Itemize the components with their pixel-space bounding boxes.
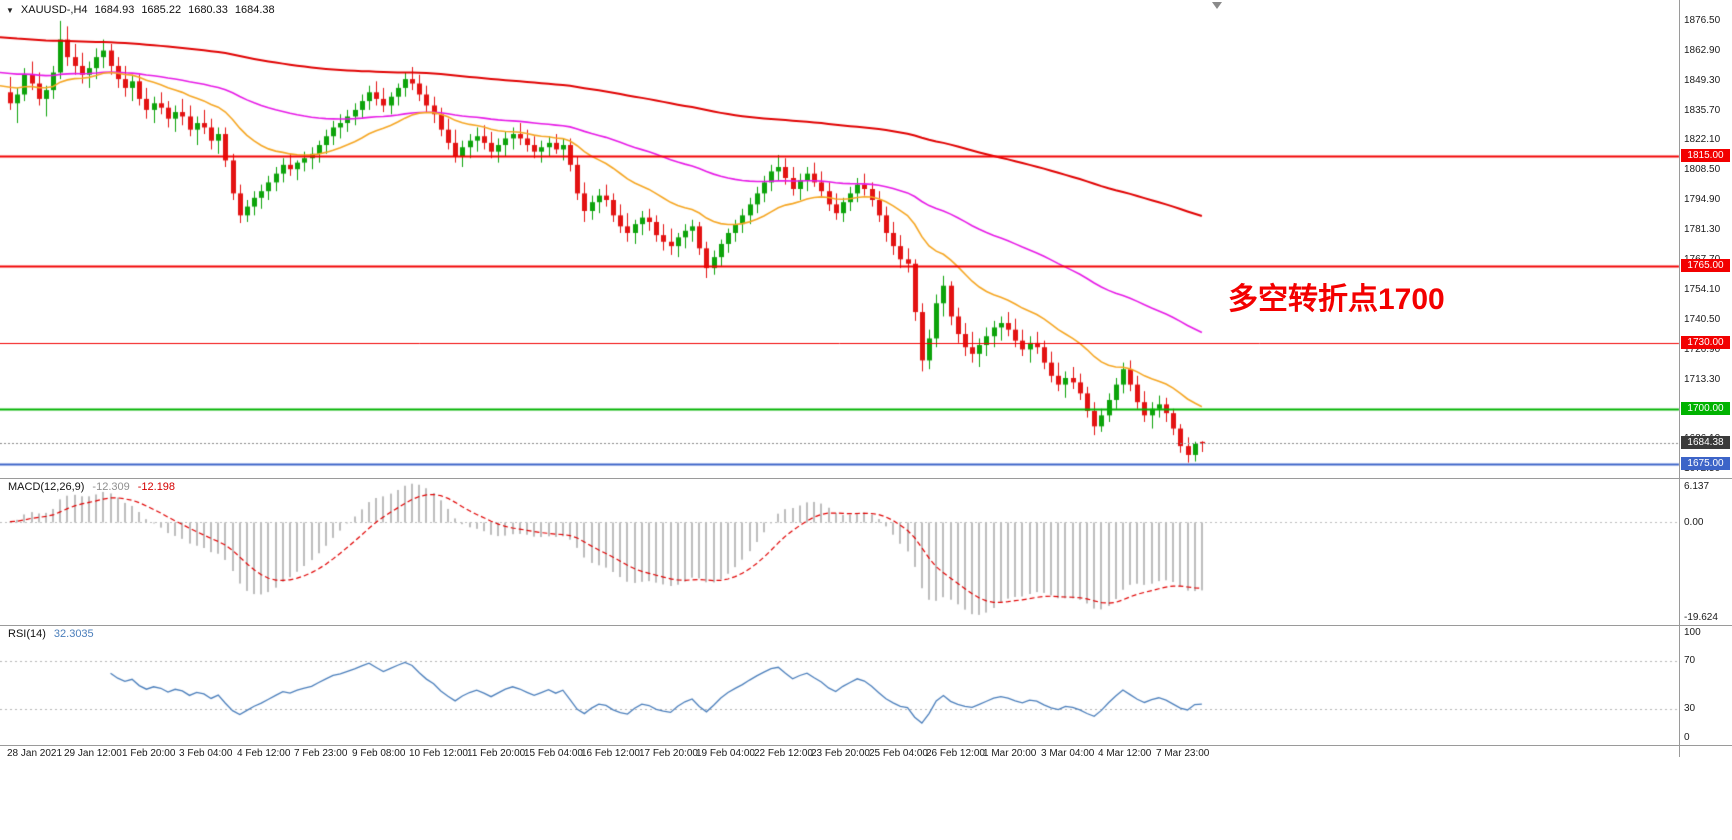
price-tick: 1849.30 [1684, 74, 1721, 86]
price-tick: 1754.10 [1684, 283, 1721, 295]
rsi-tick: 70 [1684, 655, 1696, 667]
price-line-label: 1730.00 [1681, 335, 1730, 349]
time-label: 1 Mar 20:00 [983, 748, 1037, 759]
time-label: 1 Feb 20:00 [122, 748, 176, 759]
time-label: 25 Feb 04:00 [869, 748, 928, 759]
rsi-name: RSI(14) [8, 628, 46, 640]
time-label: 10 Feb 12:00 [409, 748, 468, 759]
panel-divider [0, 745, 1732, 746]
rsi-tick: 0 [1684, 732, 1690, 743]
rsi-indicator-label: RSI(14) 32.3035 [8, 628, 94, 640]
price-tick: 1726.90 [1684, 343, 1721, 355]
rsi-value: 32.3035 [53, 628, 94, 640]
price-line-label: 1765.00 [1681, 258, 1730, 272]
panel-divider[interactable] [0, 478, 1732, 479]
macd-tick: 0.00 [1684, 516, 1704, 528]
symbol-dropdown-icon[interactable]: ▼ [6, 5, 14, 15]
price-line-label: 1815.00 [1681, 149, 1730, 163]
macd-indicator-label: MACD(12,26,9) -12.309 -12.198 [8, 481, 175, 493]
macd-signal-value: -12.198 [137, 481, 176, 493]
time-label: 23 Feb 20:00 [811, 748, 870, 759]
price-tick: 1876.50 [1684, 14, 1721, 26]
price-tick: 1740.50 [1684, 313, 1721, 325]
price-tick: 1835.70 [1684, 104, 1721, 116]
time-label: 15 Feb 04:00 [524, 748, 583, 759]
time-label: 17 Feb 20:00 [639, 748, 698, 759]
chart-shift-marker-icon[interactable] [1212, 2, 1222, 9]
time-label: 29 Jan 12:00 [64, 748, 122, 759]
time-label: 7 Feb 23:00 [294, 748, 348, 759]
time-label: 4 Feb 12:00 [237, 748, 291, 759]
time-label: 7 Mar 23:00 [1156, 748, 1210, 759]
symbol-timeframe-label: XAUUSD-,H4 [20, 4, 88, 16]
rsi-tick: 30 [1684, 702, 1696, 714]
price-tick: 1822.10 [1684, 134, 1721, 146]
high-value: 1685.22 [141, 4, 182, 16]
macd-main-value: -12.309 [92, 481, 130, 493]
price-line-label: 1675.00 [1681, 456, 1730, 470]
panel-divider[interactable] [0, 625, 1732, 626]
time-label: 19 Feb 04:00 [696, 748, 755, 759]
time-label: 9 Feb 08:00 [352, 748, 406, 759]
macd-tick: 6.137 [1684, 481, 1710, 492]
close-value: 1684.38 [234, 4, 275, 16]
price-axis-separator [1679, 0, 1680, 757]
chart-annotation-text[interactable]: 多空转折点1700 [1228, 283, 1445, 316]
time-label: 16 Feb 12:00 [581, 748, 640, 759]
rsi-tick: 100 [1684, 627, 1701, 638]
bid-price-label: 1684.38 [1681, 436, 1730, 450]
time-label: 11 Feb 20:00 [467, 748, 526, 759]
price-line-label: 1700.00 [1681, 401, 1730, 415]
time-label: 26 Feb 12:00 [926, 748, 985, 759]
time-label: 22 Feb 12:00 [754, 748, 813, 759]
macd-tick: -19.624 [1684, 612, 1718, 623]
open-value: 1684.93 [94, 4, 135, 16]
price-tick: 1794.90 [1684, 194, 1721, 206]
chart-title-bar: ▼ XAUUSD-,H4 1684.93 1685.22 1680.33 168… [6, 4, 275, 16]
price-tick: 1781.30 [1684, 224, 1721, 236]
price-tick: 1713.30 [1684, 373, 1721, 385]
time-label: 3 Feb 04:00 [179, 748, 233, 759]
low-value: 1680.33 [188, 4, 228, 16]
macd-name: MACD(12,26,9) [8, 481, 85, 493]
time-label: 3 Mar 04:00 [1041, 748, 1095, 759]
price-tick: 1862.90 [1684, 44, 1721, 56]
time-label: 28 Jan 2021 [7, 748, 63, 759]
time-label: 4 Mar 12:00 [1098, 748, 1152, 759]
price-tick: 1808.50 [1684, 164, 1721, 176]
